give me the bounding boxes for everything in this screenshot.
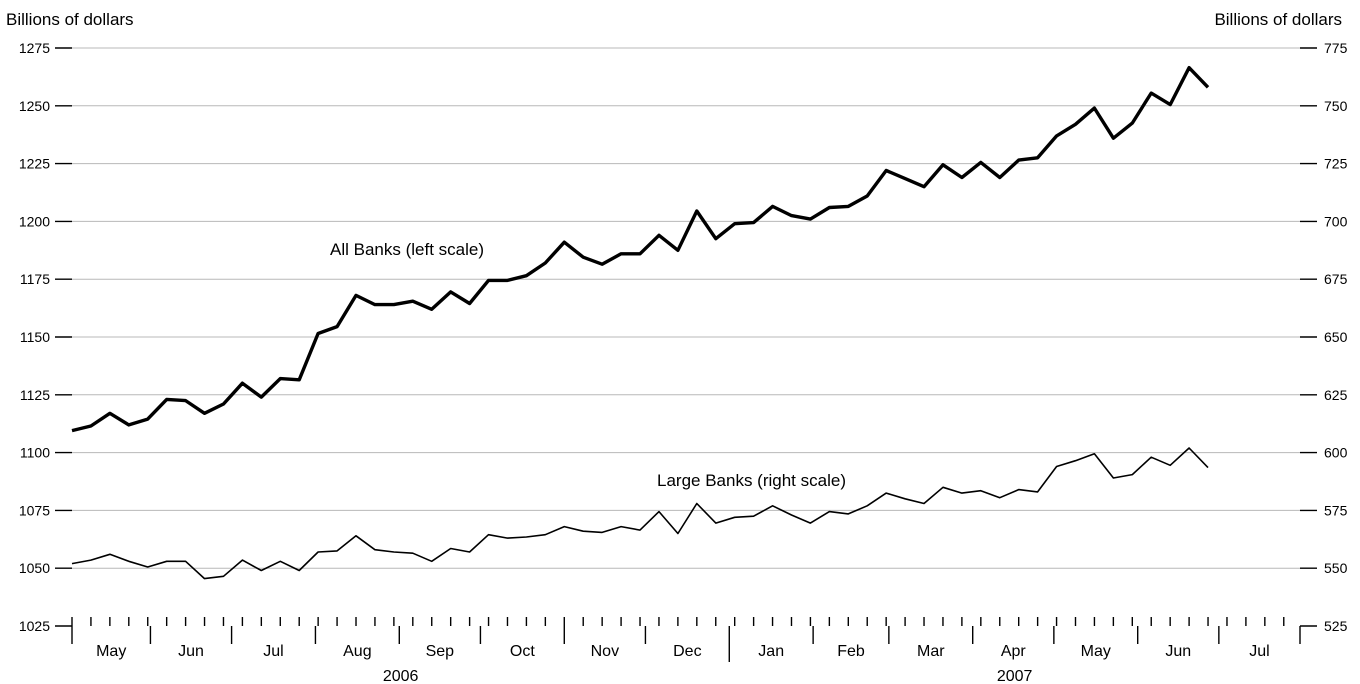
y-tick-label-right: 675	[1324, 271, 1348, 287]
y-tick-label-left: 1175	[20, 271, 50, 287]
annotation-large-banks: Large Banks (right scale)	[657, 471, 846, 490]
x-month-label: Jul	[1249, 643, 1269, 660]
x-month-label: Jun	[1165, 643, 1191, 660]
y-tick-label-right: 550	[1324, 560, 1348, 576]
annotations: All Banks (left scale) Large Banks (righ…	[330, 240, 846, 490]
y-tick-label-left: 1050	[19, 560, 50, 576]
y-axis-label-left: Billions of dollars	[6, 10, 134, 29]
x-month-label: Sep	[426, 643, 455, 660]
y-tick-label-right: 725	[1324, 156, 1348, 172]
y-tick-label-left: 1250	[19, 98, 50, 114]
series-line-all-banks	[71, 65, 1210, 433]
y-tick-label-left: 1125	[20, 387, 50, 403]
y-tick-label-left: 1275	[19, 40, 50, 56]
x-month-label: Apr	[1001, 643, 1027, 660]
y-tick-label-left: 1025	[19, 618, 50, 634]
y-tick-label-left: 1100	[20, 445, 50, 461]
y-axis-label-right: Billions of dollars	[1214, 10, 1342, 29]
annotation-all-banks: All Banks (left scale)	[330, 240, 484, 259]
y-tick-label-right: 750	[1324, 98, 1348, 114]
y-tick-label-left: 1200	[19, 213, 50, 229]
x-month-label: Jul	[263, 643, 283, 660]
x-month-label: Nov	[591, 643, 619, 660]
y-tick-label-right: 575	[1324, 502, 1348, 518]
y-tick-label-left: 1150	[20, 329, 50, 345]
x-month-label: Dec	[673, 643, 701, 660]
gridlines	[72, 47, 1300, 569]
x-month-label: Aug	[343, 643, 371, 660]
series-line-large-banks	[71, 447, 1209, 580]
y-tick-label-right: 600	[1324, 445, 1348, 461]
y-tick-label-right: 700	[1324, 213, 1348, 229]
x-year-label: 2007	[997, 668, 1033, 684]
series	[71, 65, 1210, 580]
y-axes: 1025 1050 1075 1100 1125 1150 1175 1200 1225 1250…	[19, 40, 1348, 634]
y-tick-label-right: 625	[1324, 387, 1348, 403]
y-tick-label-left: 1225	[19, 156, 50, 172]
x-axis: May Jun Jul Aug Sep Oct Nov Dec Jan Feb Mar Apr May J…	[71, 617, 1301, 684]
x-month-label: Oct	[510, 643, 535, 660]
y-tick-label-left: 1075	[19, 502, 50, 518]
x-month-label: May	[1081, 643, 1111, 660]
x-month-label: Feb	[837, 643, 865, 660]
y-tick-label-right: 775	[1324, 40, 1348, 56]
y-tick-label-right: 525	[1324, 618, 1348, 634]
x-month-label: Mar	[917, 643, 945, 660]
x-month-label: May	[96, 643, 126, 660]
x-year-label: 2006	[383, 668, 419, 684]
y-tick-label-right: 650	[1324, 329, 1348, 345]
x-month-label: Jan	[758, 643, 784, 660]
x-month-label: Jun	[178, 643, 204, 660]
